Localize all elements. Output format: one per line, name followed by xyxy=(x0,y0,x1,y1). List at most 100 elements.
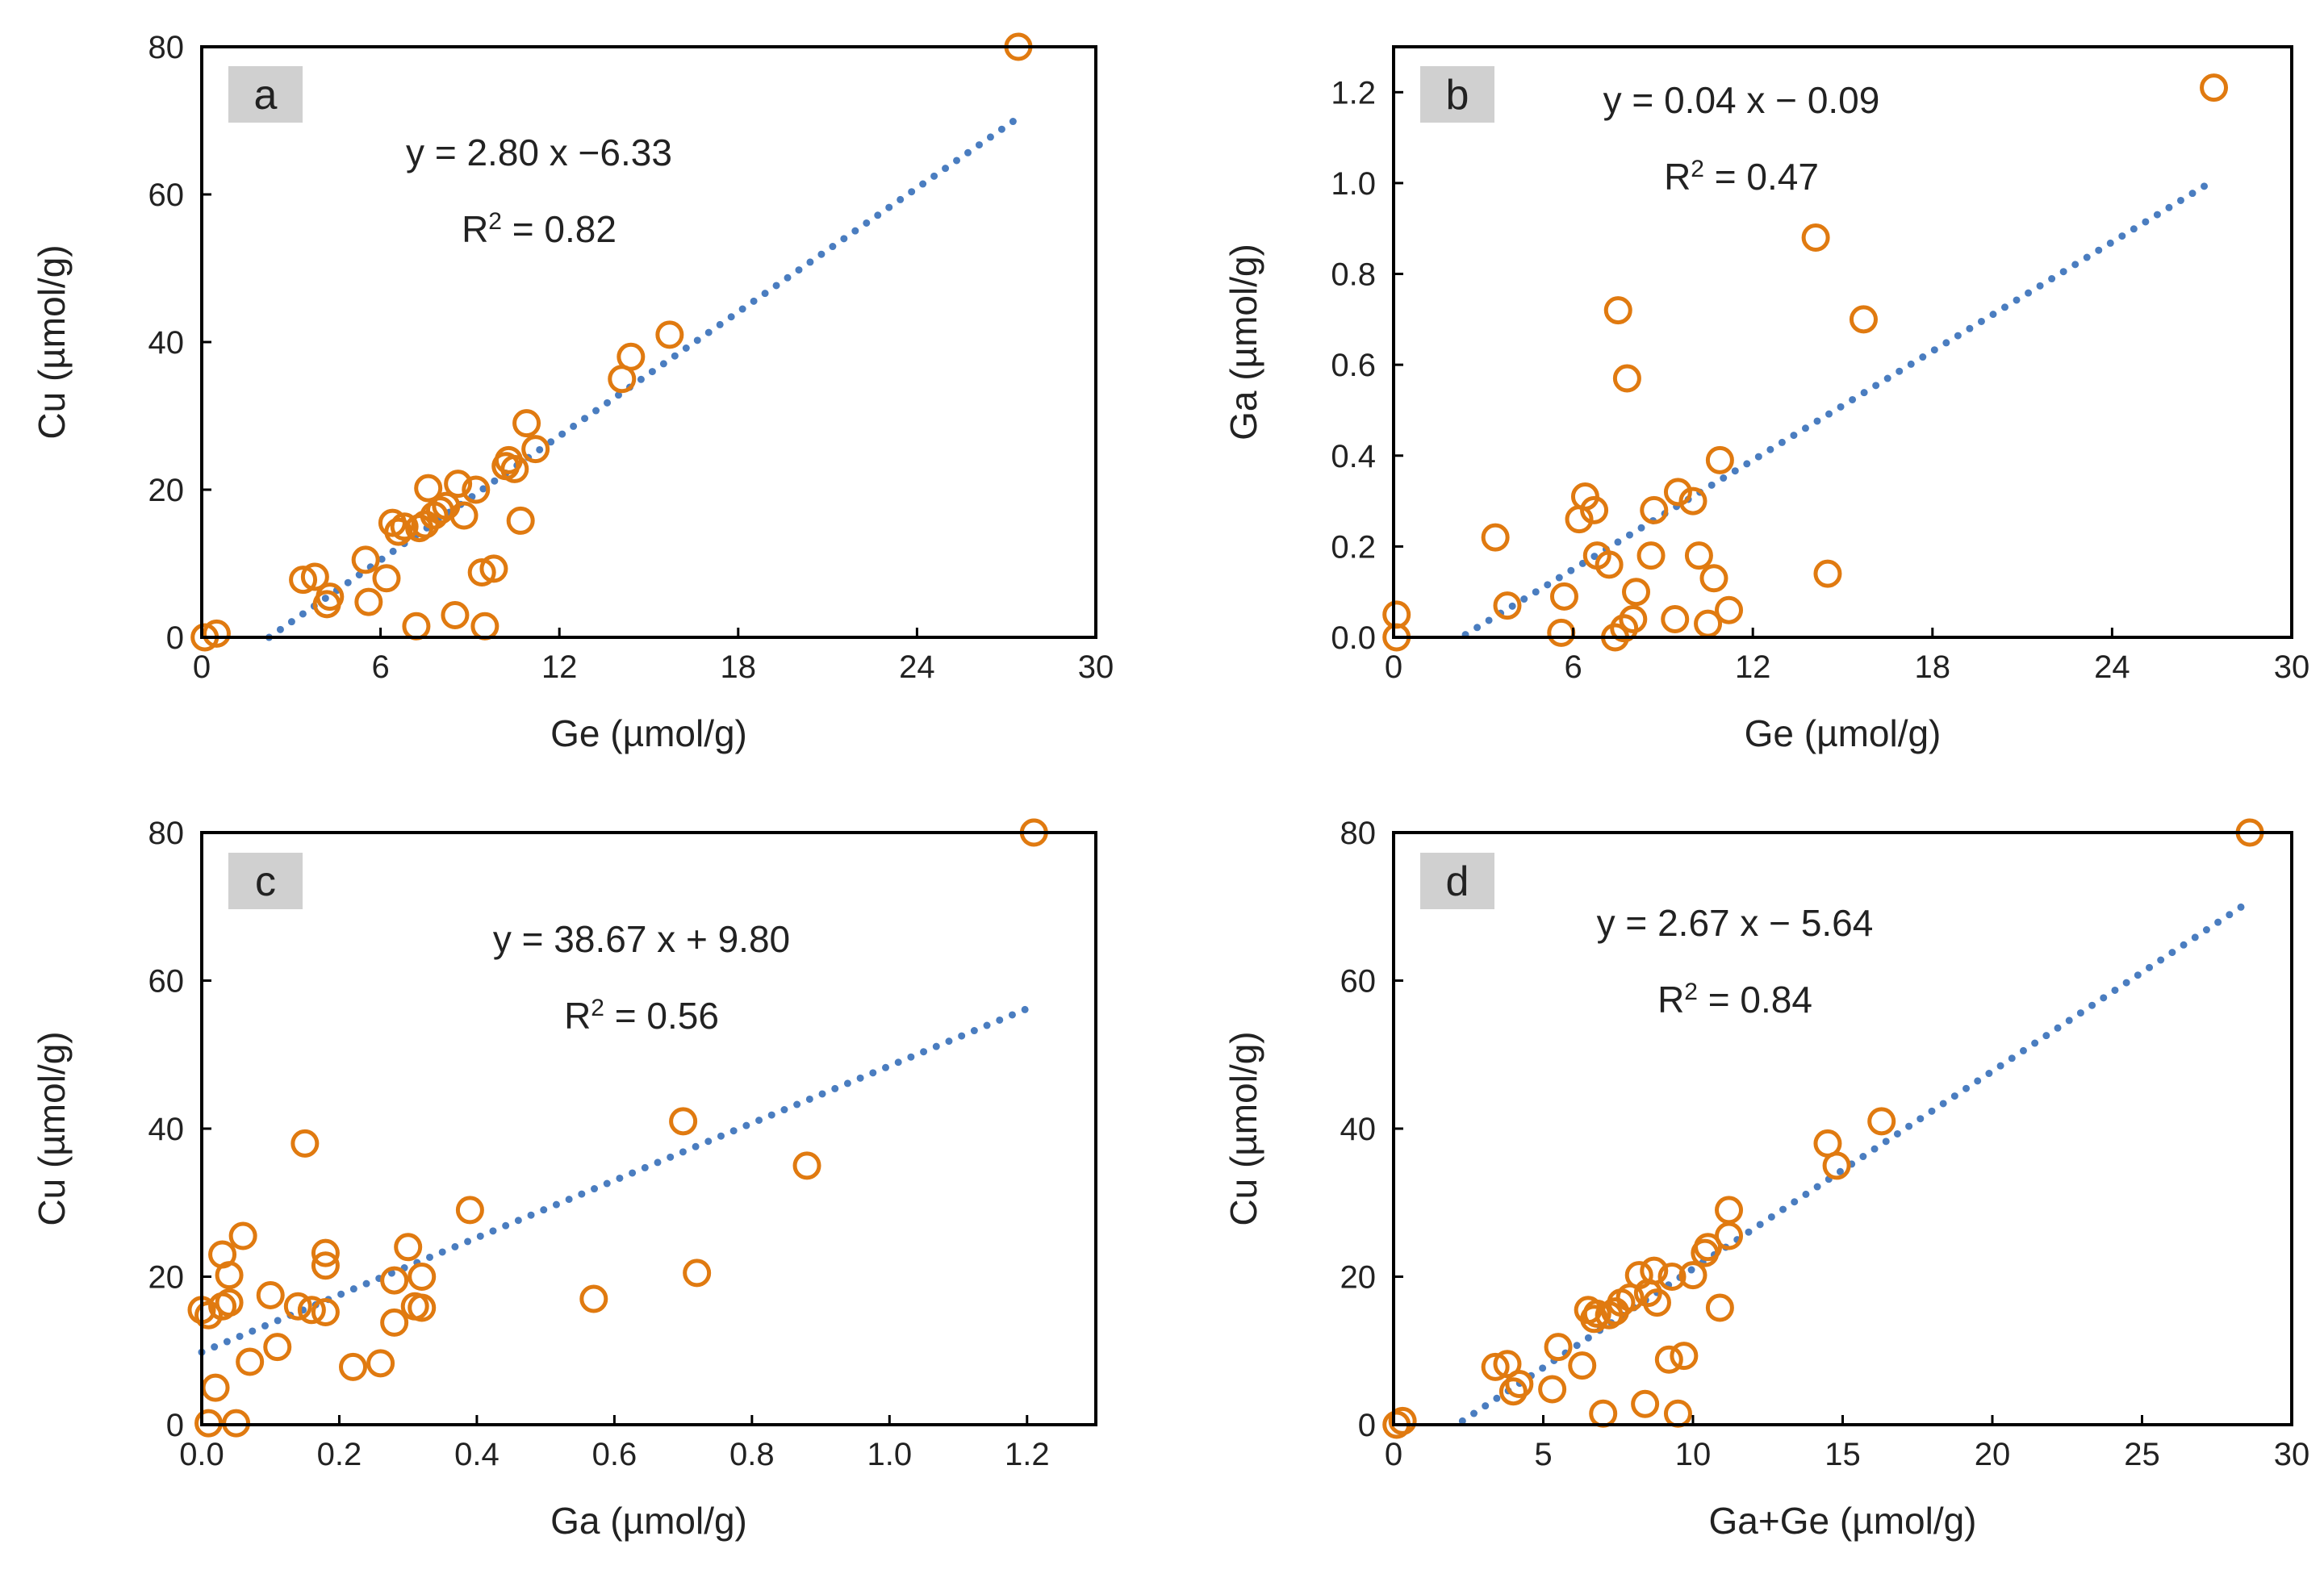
panel-b-r-squared: R2 = 0.47 xyxy=(1664,156,1819,198)
panel-c-y-tick-label: 80 xyxy=(148,816,185,851)
panel-b-data-point xyxy=(1849,305,1878,334)
panel-d-data-point xyxy=(1544,1333,1573,1362)
panel-a-r2-value: = 0.82 xyxy=(502,208,617,250)
panel-b-label: b xyxy=(1446,72,1469,119)
panel-c-data-point xyxy=(194,1300,224,1330)
panel-b-data-point xyxy=(1603,296,1632,325)
panel-a-data-point xyxy=(512,409,541,438)
panel-d-data-point xyxy=(1388,1406,1417,1435)
panel-d-r2-symbol: R xyxy=(1657,979,1684,1021)
panel-a-data-point xyxy=(384,517,413,546)
panel-a-label: a xyxy=(254,72,278,119)
panel-b-data-point xyxy=(1481,523,1510,552)
panel-a-data-point xyxy=(372,564,401,593)
panel-b-data-point xyxy=(1595,550,1624,579)
panel-c-r2-exponent: 2 xyxy=(591,995,604,1021)
panel-b-equation: y = 0.04 x − 0.09 xyxy=(1603,79,1880,121)
panel-a-trendline-group xyxy=(265,114,1022,641)
panel-a-points-group xyxy=(190,32,1033,652)
panel-a-x-tick-label: 18 xyxy=(721,649,757,685)
panel-d-data-point xyxy=(1498,1377,1528,1406)
panel-b-y-axis-label: Ga (µmol/g) xyxy=(1223,244,1264,440)
panel-b-data-point xyxy=(1382,600,1411,629)
panel-d-x-axis-label: Ga+Ge (µmol/g) xyxy=(1709,1500,1977,1542)
panel-d-data-point xyxy=(1867,1107,1896,1136)
panel-b-r2-exponent: 2 xyxy=(1691,156,1704,182)
panel-d-label-box xyxy=(1420,853,1494,909)
panel-b-x-axis-label: Ge (µmol/g) xyxy=(1745,712,1942,754)
panel-b-y-tick-label: 0.2 xyxy=(1331,529,1376,565)
panel-b-r2-value: = 0.47 xyxy=(1704,156,1819,198)
panel-c-data-point xyxy=(380,1308,409,1337)
panel-d-data-point xyxy=(1670,1342,1699,1371)
panel-a-x-tick-label: 6 xyxy=(371,649,389,685)
panel-b-data-point xyxy=(1610,614,1639,643)
panel-c-data-point xyxy=(366,1349,395,1378)
panel-c-data-point xyxy=(683,1259,712,1288)
panel-c-ticks-group: 0.0 0.2 0.4 0.6 0.8 1.0 1.2 0 20 40 60 80 xyxy=(148,816,1050,1472)
panel-d-y-axis-label: Cu (µmol/g) xyxy=(1223,1031,1264,1225)
panel-a-y-tick-label: 20 xyxy=(148,473,185,508)
panel-c-data-point xyxy=(792,1151,821,1180)
panel-d-y-tick-label: 20 xyxy=(1340,1260,1377,1296)
panel-c-data-point xyxy=(215,1288,244,1317)
panel-c-y-tick-label: 60 xyxy=(148,964,185,1000)
panel-c-data-point xyxy=(236,1347,265,1376)
panel-d-x-tick-label: 10 xyxy=(1675,1437,1712,1472)
panel-b-data-point xyxy=(1612,364,1641,393)
panel-a-data-point xyxy=(441,601,470,630)
panel-d-data-point xyxy=(1505,1370,1534,1399)
panel-d-data-point xyxy=(1640,1256,1669,1285)
panel-c-y-tick-label: 20 xyxy=(148,1260,185,1296)
panel-d-x-tick-label: 20 xyxy=(1975,1437,2011,1472)
panel-c-x-tick-label: 0.2 xyxy=(317,1437,362,1472)
panel-b-data-point xyxy=(1678,486,1707,516)
panel-a-data-point xyxy=(479,554,508,583)
panel-a-data-point xyxy=(467,557,496,587)
panel-a-r2-symbol: R xyxy=(462,208,488,250)
panel-b-data-point xyxy=(1684,541,1713,570)
panel-a-data-point xyxy=(449,501,479,530)
panel-d-x-tick-label: 0 xyxy=(1385,1437,1402,1472)
panel-b-ticks-group: 0 6 12 18 24 30 0.0 0.2 0.4 0.6 0.8 1.0 1.2 xyxy=(1331,75,2309,685)
panel-d-x-tick-label: 25 xyxy=(2124,1437,2160,1472)
panel-a-y-tick-label: 0 xyxy=(166,620,184,656)
panel-b-data-point xyxy=(1699,564,1728,593)
panel-b-data-point xyxy=(1547,618,1576,647)
panel-d-x-tick-label: 5 xyxy=(1534,1437,1552,1472)
panel-a-x-axis-label: Ge (µmol/g) xyxy=(550,712,747,754)
panel-c-data-point xyxy=(297,1296,326,1325)
panel-a-x-tick-label: 30 xyxy=(1078,649,1114,685)
panel-d-data-point xyxy=(1538,1375,1567,1404)
panel-b-points-group xyxy=(1382,73,2229,652)
panel-c-data-point xyxy=(311,1238,340,1267)
panel-d-r2-exponent: 2 xyxy=(1684,979,1698,1005)
panel-a-y-tick-label: 80 xyxy=(148,30,185,65)
panel-a-data-point xyxy=(316,582,345,612)
panel-a-y-tick-label: 60 xyxy=(148,177,185,213)
panel-d-data-point xyxy=(1642,1288,1671,1317)
panel-a-y-tick-label: 40 xyxy=(148,325,185,361)
panel-a-data-point xyxy=(462,475,491,504)
panel-b-data-point xyxy=(1640,495,1669,524)
panel-c-data-point xyxy=(380,1266,409,1295)
panel-b-data-point xyxy=(1619,604,1648,633)
panel-d-data-point xyxy=(1694,1233,1723,1262)
panel-c-y-tick-label: 0 xyxy=(166,1408,184,1443)
panel-d-y-tick-label: 0 xyxy=(1358,1408,1376,1443)
panel-c-x-tick-label: 0.8 xyxy=(729,1437,775,1472)
panel-d-data-point xyxy=(1657,1263,1687,1291)
panel-d-equation: y = 2.67 x − 5.64 xyxy=(1597,902,1874,944)
panel-d-data-point xyxy=(1654,1345,1683,1374)
panel-d-data-point xyxy=(1715,1196,1744,1225)
panel-b-plot-frame xyxy=(1392,45,2293,639)
panel-c-y-axis-label: Cu (µmol/g) xyxy=(31,1031,73,1225)
panel-d-data-point xyxy=(1678,1261,1707,1290)
panel-a-data-point xyxy=(444,470,473,499)
panel-d-data-point xyxy=(1589,1399,1618,1428)
panel-c-trendline xyxy=(198,1004,1031,1356)
panel-d-data-point xyxy=(1568,1351,1597,1380)
panel-d-y-tick-label: 80 xyxy=(1340,816,1377,851)
panel-c-x-axis-label: Ga (µmol/g) xyxy=(550,1500,747,1542)
